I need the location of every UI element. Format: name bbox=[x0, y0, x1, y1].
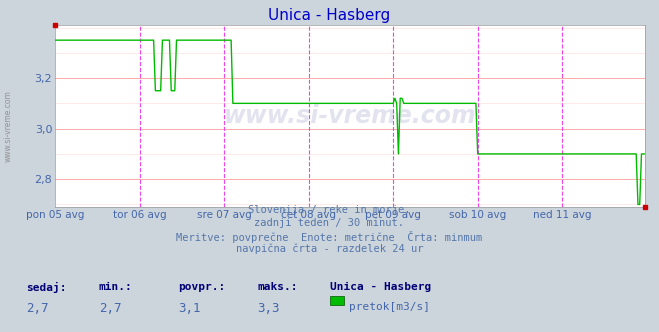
Text: pretok[m3/s]: pretok[m3/s] bbox=[349, 302, 430, 312]
Text: 2,7: 2,7 bbox=[99, 302, 121, 315]
Text: 3,1: 3,1 bbox=[178, 302, 200, 315]
Text: Slovenija / reke in morje.: Slovenija / reke in morje. bbox=[248, 205, 411, 215]
Text: Meritve: povprečne  Enote: metrične  Črta: minmum: Meritve: povprečne Enote: metrične Črta:… bbox=[177, 231, 482, 243]
Text: Unica - Hasberg: Unica - Hasberg bbox=[330, 282, 431, 292]
Text: min.:: min.: bbox=[99, 282, 132, 292]
Text: www.si-vreme.com: www.si-vreme.com bbox=[223, 104, 476, 128]
Text: 2,7: 2,7 bbox=[26, 302, 49, 315]
Text: navpična črta - razdelek 24 ur: navpična črta - razdelek 24 ur bbox=[236, 244, 423, 255]
Text: Unica - Hasberg: Unica - Hasberg bbox=[268, 8, 391, 23]
Text: povpr.:: povpr.: bbox=[178, 282, 225, 292]
Text: maks.:: maks.: bbox=[257, 282, 297, 292]
Text: www.si-vreme.com: www.si-vreme.com bbox=[3, 90, 13, 162]
Text: sedaj:: sedaj: bbox=[26, 282, 67, 293]
Text: 3,3: 3,3 bbox=[257, 302, 279, 315]
Text: zadnji teden / 30 minut.: zadnji teden / 30 minut. bbox=[254, 218, 405, 228]
